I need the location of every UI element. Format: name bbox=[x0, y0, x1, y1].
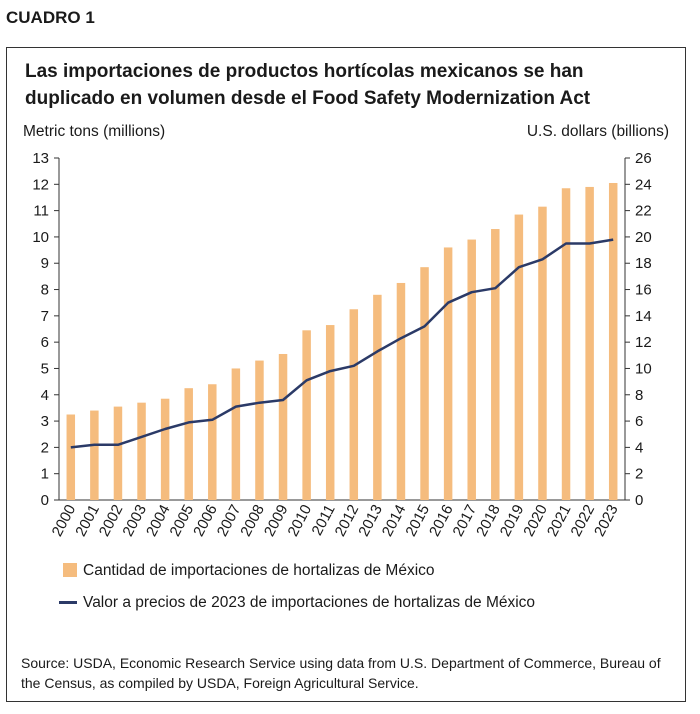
y-right-tick-label: 12 bbox=[635, 334, 652, 351]
bar bbox=[514, 214, 524, 501]
bar bbox=[325, 325, 335, 500]
y-right-tick-label: 20 bbox=[635, 229, 652, 246]
y-axis-left-label: Metric tons (millions) bbox=[23, 123, 166, 140]
y-right-tick-label: 0 bbox=[635, 492, 643, 509]
figure-label: CUADRO 1 bbox=[6, 8, 95, 27]
y-right-tick-label: 24 bbox=[635, 176, 652, 193]
y-left-tick-label: 11 bbox=[33, 203, 49, 220]
y-right-tick-label: 8 bbox=[635, 387, 643, 404]
x-tick-label: 2010 bbox=[284, 502, 315, 539]
y-right-tick-label: 10 bbox=[635, 360, 652, 377]
bar bbox=[137, 402, 146, 500]
legend-label-bars: Cantidad de importaciones de hortalizas … bbox=[83, 562, 435, 579]
y-right-tick-label: 6 bbox=[635, 413, 643, 430]
chart-title: Las importaciones de productos hortícola… bbox=[25, 61, 591, 109]
source-note: Source: USDA, Economic Research Service … bbox=[21, 655, 661, 691]
bar bbox=[420, 267, 429, 500]
bar bbox=[538, 206, 547, 500]
y-right-tick-label: 4 bbox=[635, 439, 643, 456]
bar bbox=[585, 186, 594, 500]
y-left-tick-label: 5 bbox=[41, 360, 49, 377]
y-right-tick-label: 2 bbox=[635, 466, 643, 483]
bar bbox=[231, 368, 241, 500]
y-right-tick-label: 16 bbox=[635, 282, 652, 299]
bar bbox=[396, 282, 406, 500]
bar bbox=[113, 406, 123, 500]
y-left-tick-label: 8 bbox=[41, 282, 49, 299]
y-left-tick-label: 7 bbox=[41, 308, 49, 325]
bar bbox=[255, 360, 264, 500]
bar bbox=[66, 414, 76, 500]
bar bbox=[467, 239, 476, 501]
y-left-tick-label: 6 bbox=[41, 334, 49, 351]
y-left-tick-label: 10 bbox=[32, 229, 49, 246]
y-left-tick-label: 4 bbox=[41, 387, 49, 404]
y-left-tick-label: 3 bbox=[41, 413, 49, 430]
bar bbox=[278, 353, 288, 500]
legend-item-line: Valor a precios de 2023 de importaciones… bbox=[59, 593, 603, 612]
bar bbox=[561, 188, 571, 500]
y-axis-right-label: U.S. dollars (billions) bbox=[526, 123, 669, 140]
chart-frame: Las importaciones de productos hortícola… bbox=[6, 47, 686, 702]
bar bbox=[491, 229, 500, 500]
x-tick-label: 2023 bbox=[591, 502, 622, 539]
bar bbox=[349, 309, 359, 500]
bar bbox=[160, 398, 170, 500]
value-line bbox=[70, 238, 614, 449]
bar bbox=[184, 388, 193, 500]
bar bbox=[443, 247, 453, 500]
legend-label-line: Valor a precios de 2023 de importaciones… bbox=[83, 594, 536, 611]
y-left-tick-label: 9 bbox=[41, 255, 49, 272]
y-right-tick-label: 22 bbox=[635, 203, 652, 220]
chart-plot: 0123456789101112130246810121416182022242… bbox=[32, 150, 652, 539]
y-right-tick-label: 18 bbox=[635, 255, 652, 272]
bar bbox=[208, 384, 217, 500]
y-right-tick-label: 26 bbox=[635, 150, 652, 167]
y-left-tick-label: 12 bbox=[32, 176, 49, 193]
bar bbox=[373, 294, 382, 500]
y-left-tick-label: 2 bbox=[41, 439, 49, 456]
legend-item-bars: Cantidad de importaciones de hortalizas … bbox=[63, 561, 435, 580]
legend-swatch-line bbox=[59, 601, 77, 604]
y-left-tick-label: 1 bbox=[41, 466, 49, 483]
bar bbox=[302, 330, 311, 500]
bar bbox=[608, 182, 618, 500]
bar bbox=[90, 410, 99, 500]
legend-swatch-bars bbox=[63, 563, 77, 577]
y-right-tick-label: 14 bbox=[635, 308, 652, 325]
y-left-tick-label: 0 bbox=[41, 492, 49, 509]
y-left-tick-label: 13 bbox=[32, 150, 49, 167]
